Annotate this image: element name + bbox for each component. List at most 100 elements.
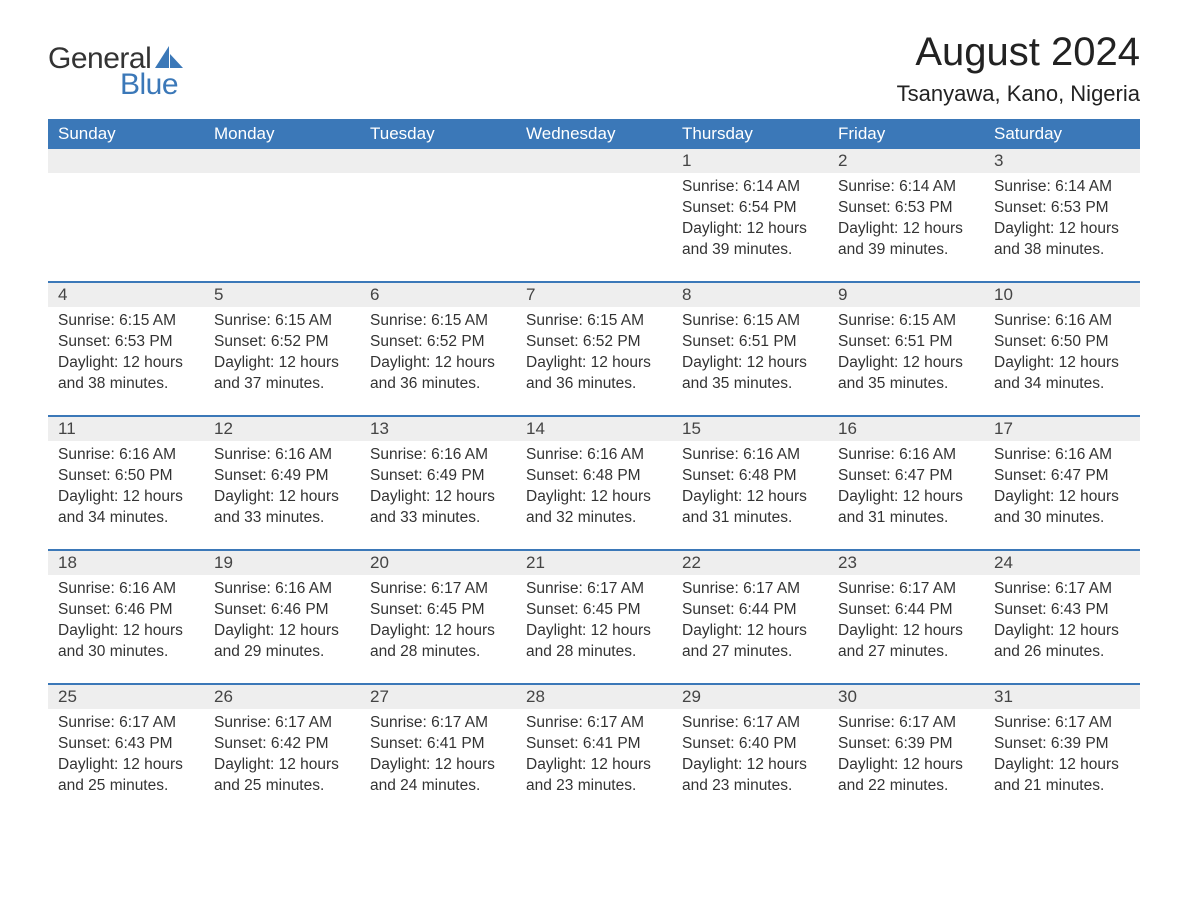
day-cell: Sunrise: 6:15 AMSunset: 6:52 PMDaylight:… <box>204 307 360 415</box>
day-number: 6 <box>360 283 516 307</box>
daylight-text: Daylight: 12 hours and 39 minutes. <box>682 219 818 261</box>
daylight-text: Daylight: 12 hours and 34 minutes. <box>994 353 1130 395</box>
day-cell: Sunrise: 6:17 AMSunset: 6:44 PMDaylight:… <box>672 575 828 683</box>
day-number: 4 <box>48 283 204 307</box>
day-number: 5 <box>204 283 360 307</box>
weekday-header: Monday <box>204 119 360 149</box>
sunrise-text: Sunrise: 6:15 AM <box>370 311 506 332</box>
daylight-text: Daylight: 12 hours and 31 minutes. <box>838 487 974 529</box>
sunrise-text: Sunrise: 6:16 AM <box>838 445 974 466</box>
day-number: 28 <box>516 685 672 709</box>
sunrise-text: Sunrise: 6:17 AM <box>526 579 662 600</box>
sunset-text: Sunset: 6:51 PM <box>838 332 974 353</box>
sunrise-text: Sunrise: 6:17 AM <box>838 713 974 734</box>
day-number: 30 <box>828 685 984 709</box>
day-number <box>360 149 516 173</box>
day-cell: Sunrise: 6:16 AMSunset: 6:46 PMDaylight:… <box>204 575 360 683</box>
day-cell: Sunrise: 6:17 AMSunset: 6:40 PMDaylight:… <box>672 709 828 817</box>
day-cell: Sunrise: 6:15 AMSunset: 6:51 PMDaylight:… <box>828 307 984 415</box>
day-cell <box>360 173 516 281</box>
day-number: 8 <box>672 283 828 307</box>
sunrise-text: Sunrise: 6:17 AM <box>370 579 506 600</box>
daylight-text: Daylight: 12 hours and 24 minutes. <box>370 755 506 797</box>
day-cell: Sunrise: 6:16 AMSunset: 6:49 PMDaylight:… <box>360 441 516 549</box>
day-cell: Sunrise: 6:16 AMSunset: 6:47 PMDaylight:… <box>828 441 984 549</box>
sunrise-text: Sunrise: 6:15 AM <box>214 311 350 332</box>
sunset-text: Sunset: 6:50 PM <box>58 466 194 487</box>
sunrise-text: Sunrise: 6:17 AM <box>838 579 974 600</box>
sunset-text: Sunset: 6:41 PM <box>370 734 506 755</box>
day-cell: Sunrise: 6:16 AMSunset: 6:47 PMDaylight:… <box>984 441 1140 549</box>
sunset-text: Sunset: 6:47 PM <box>838 466 974 487</box>
day-number: 31 <box>984 685 1140 709</box>
day-cell: Sunrise: 6:17 AMSunset: 6:44 PMDaylight:… <box>828 575 984 683</box>
logo: General Blue <box>48 30 183 102</box>
day-cell: Sunrise: 6:17 AMSunset: 6:42 PMDaylight:… <box>204 709 360 817</box>
day-number: 19 <box>204 551 360 575</box>
sunrise-text: Sunrise: 6:14 AM <box>994 177 1130 198</box>
weekday-header: Saturday <box>984 119 1140 149</box>
daylight-text: Daylight: 12 hours and 35 minutes. <box>838 353 974 395</box>
weekday-header-row: Sunday Monday Tuesday Wednesday Thursday… <box>48 119 1140 149</box>
day-number: 13 <box>360 417 516 441</box>
sunrise-text: Sunrise: 6:17 AM <box>682 713 818 734</box>
sunset-text: Sunset: 6:44 PM <box>682 600 818 621</box>
daylight-text: Daylight: 12 hours and 28 minutes. <box>526 621 662 663</box>
header: General Blue August 2024 Tsanyawa, Kano,… <box>48 30 1140 107</box>
sunset-text: Sunset: 6:39 PM <box>994 734 1130 755</box>
daylight-text: Daylight: 12 hours and 35 minutes. <box>682 353 818 395</box>
weekday-header: Thursday <box>672 119 828 149</box>
sunrise-text: Sunrise: 6:15 AM <box>682 311 818 332</box>
week-row: Sunrise: 6:14 AMSunset: 6:54 PMDaylight:… <box>48 173 1140 281</box>
day-number: 20 <box>360 551 516 575</box>
day-cell <box>204 173 360 281</box>
day-number: 21 <box>516 551 672 575</box>
day-cell: Sunrise: 6:17 AMSunset: 6:43 PMDaylight:… <box>48 709 204 817</box>
daylight-text: Daylight: 12 hours and 27 minutes. <box>682 621 818 663</box>
daylight-text: Daylight: 12 hours and 37 minutes. <box>214 353 350 395</box>
daylight-text: Daylight: 12 hours and 39 minutes. <box>838 219 974 261</box>
daynum-row: 45678910 <box>48 281 1140 307</box>
day-cell: Sunrise: 6:17 AMSunset: 6:41 PMDaylight:… <box>516 709 672 817</box>
weekday-header: Sunday <box>48 119 204 149</box>
day-number: 16 <box>828 417 984 441</box>
day-number: 27 <box>360 685 516 709</box>
day-number: 23 <box>828 551 984 575</box>
day-number <box>516 149 672 173</box>
sunrise-text: Sunrise: 6:15 AM <box>838 311 974 332</box>
day-cell: Sunrise: 6:17 AMSunset: 6:39 PMDaylight:… <box>828 709 984 817</box>
day-cell: Sunrise: 6:15 AMSunset: 6:52 PMDaylight:… <box>516 307 672 415</box>
sunset-text: Sunset: 6:41 PM <box>526 734 662 755</box>
sunrise-text: Sunrise: 6:15 AM <box>526 311 662 332</box>
daylight-text: Daylight: 12 hours and 23 minutes. <box>682 755 818 797</box>
sunrise-text: Sunrise: 6:16 AM <box>994 311 1130 332</box>
daylight-text: Daylight: 12 hours and 38 minutes. <box>58 353 194 395</box>
day-number: 22 <box>672 551 828 575</box>
week-row: Sunrise: 6:17 AMSunset: 6:43 PMDaylight:… <box>48 709 1140 817</box>
sunrise-text: Sunrise: 6:16 AM <box>214 579 350 600</box>
sunrise-text: Sunrise: 6:16 AM <box>994 445 1130 466</box>
daylight-text: Daylight: 12 hours and 26 minutes. <box>994 621 1130 663</box>
daylight-text: Daylight: 12 hours and 33 minutes. <box>214 487 350 529</box>
daylight-text: Daylight: 12 hours and 34 minutes. <box>58 487 194 529</box>
day-number: 12 <box>204 417 360 441</box>
daylight-text: Daylight: 12 hours and 21 minutes. <box>994 755 1130 797</box>
day-number: 18 <box>48 551 204 575</box>
sunrise-text: Sunrise: 6:17 AM <box>370 713 506 734</box>
daylight-text: Daylight: 12 hours and 25 minutes. <box>58 755 194 797</box>
sunrise-text: Sunrise: 6:14 AM <box>682 177 818 198</box>
sunrise-text: Sunrise: 6:17 AM <box>682 579 818 600</box>
day-cell: Sunrise: 6:14 AMSunset: 6:53 PMDaylight:… <box>984 173 1140 281</box>
day-cell: Sunrise: 6:17 AMSunset: 6:45 PMDaylight:… <box>516 575 672 683</box>
sunset-text: Sunset: 6:53 PM <box>994 198 1130 219</box>
day-number: 26 <box>204 685 360 709</box>
day-number: 9 <box>828 283 984 307</box>
sunrise-text: Sunrise: 6:17 AM <box>994 713 1130 734</box>
day-number: 1 <box>672 149 828 173</box>
day-number: 29 <box>672 685 828 709</box>
day-cell: Sunrise: 6:17 AMSunset: 6:41 PMDaylight:… <box>360 709 516 817</box>
sunrise-text: Sunrise: 6:17 AM <box>994 579 1130 600</box>
month-title: August 2024 <box>897 30 1140 75</box>
sunrise-text: Sunrise: 6:16 AM <box>58 445 194 466</box>
day-cell: Sunrise: 6:15 AMSunset: 6:52 PMDaylight:… <box>360 307 516 415</box>
